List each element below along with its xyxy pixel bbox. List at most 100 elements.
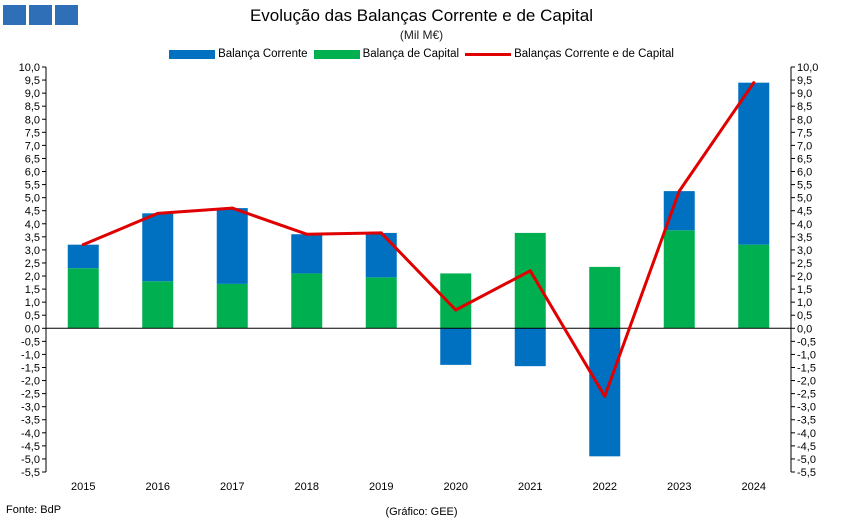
x-tick-label: 2018 <box>295 481 319 493</box>
y-tick-label-right: 2,0 <box>797 271 812 283</box>
y-tick-label-left: -2,5 <box>21 389 40 401</box>
bar-current <box>67 244 99 269</box>
y-tick-label-left: -2,0 <box>21 376 40 388</box>
y-tick-label-right: -2,5 <box>797 389 816 401</box>
y-tick-label-right: 6,5 <box>797 153 812 165</box>
y-tick-label-right: 0,0 <box>797 323 812 335</box>
y-tick-label-right: 4,5 <box>797 206 812 218</box>
line-point <box>305 232 309 236</box>
line-point <box>603 394 607 398</box>
y-tick-label-left: 7,0 <box>25 140 40 152</box>
legend-item-capital: Balança de Capital <box>313 48 460 60</box>
legend-label-current: Balança Corrente <box>218 48 308 60</box>
bar-capital <box>216 283 248 329</box>
logo <box>3 5 78 25</box>
credit-note: (Gráfico: GEE) <box>385 506 458 518</box>
y-tick-label-left: 6,5 <box>25 153 40 165</box>
y-tick-label-left: 10,0 <box>19 62 40 74</box>
bar-capital <box>589 266 621 329</box>
x-tick-label: 2023 <box>667 481 691 493</box>
chart-subtitle: (Mil M€) <box>399 28 444 42</box>
legend-item-current: Balança Corrente <box>169 48 308 60</box>
y-tick-label-left: 5,0 <box>25 193 40 205</box>
y-tick-label-right: 9,0 <box>797 88 812 100</box>
y-tick-label-left: -4,0 <box>21 428 40 440</box>
x-tick-label: 2020 <box>444 481 468 493</box>
y-tick-label-right: 1,5 <box>797 284 812 296</box>
bar-current <box>514 328 546 367</box>
y-tick-label-right: -4,0 <box>797 428 816 440</box>
x-tick-label: 2024 <box>742 481 766 493</box>
y-tick-label-left: 8,5 <box>25 101 40 113</box>
bar-current <box>365 232 397 278</box>
y-tick-label-left: 8,0 <box>25 114 40 126</box>
bar-current <box>216 208 248 284</box>
logo-block <box>29 5 52 25</box>
y-tick-label-left: 2,5 <box>25 258 40 270</box>
y-tick-label-right: -4,5 <box>797 441 816 453</box>
line-point <box>752 81 756 85</box>
y-tick-label-left: 2,0 <box>25 271 40 283</box>
y-tick-label-left: -0,5 <box>21 336 40 348</box>
logo-block <box>3 5 26 25</box>
y-tick-label-right: 6,0 <box>797 167 812 179</box>
line-point <box>230 206 234 210</box>
x-tick-label: 2015 <box>71 481 95 493</box>
y-tick-label-right: -3,0 <box>797 402 816 414</box>
y-tick-label-left: 7,5 <box>25 127 40 139</box>
y-tick-label-left: -5,0 <box>21 454 40 466</box>
legend-swatch-combined <box>465 52 512 56</box>
bar-capital <box>142 281 174 329</box>
bar-capital <box>738 244 770 329</box>
y-tick-label-right: -5,5 <box>797 467 816 479</box>
y-tick-label-right: 8,0 <box>797 114 812 126</box>
bar-capital <box>514 232 546 329</box>
y-tick-label-right: 10,0 <box>797 62 818 74</box>
y-tick-label-right: 9,5 <box>797 75 812 87</box>
bar-current <box>291 234 323 274</box>
logo-block <box>55 5 78 25</box>
y-tick-label-right: 8,5 <box>797 101 812 113</box>
y-tick-label-right: 3,5 <box>797 232 812 244</box>
line-point <box>81 243 85 247</box>
y-tick-label-left: 9,0 <box>25 88 40 100</box>
y-tick-label-right: -1,5 <box>797 362 816 374</box>
y-tick-label-right: -2,0 <box>797 376 816 388</box>
y-tick-label-left: 4,0 <box>25 219 40 231</box>
y-tick-label-right: 5,0 <box>797 193 812 205</box>
y-tick-label-left: 6,0 <box>25 167 40 179</box>
y-tick-label-right: -0,5 <box>797 336 816 348</box>
y-tick-label-left: 0,5 <box>25 310 40 322</box>
y-tick-label-left: -5,5 <box>21 467 40 479</box>
y-tick-label-left: -3,0 <box>21 402 40 414</box>
y-tick-label-left: -4,5 <box>21 441 40 453</box>
x-tick-label: 2022 <box>593 481 617 493</box>
x-tick-label: 2017 <box>220 481 244 493</box>
legend-label-combined: Balanças Corrente e de Capital <box>514 48 674 60</box>
line-point <box>677 189 681 193</box>
y-tick-label-left: 3,5 <box>25 232 40 244</box>
legend: Balança Corrente Balança de Capital Bala… <box>0 48 843 60</box>
y-tick-label-right: -1,0 <box>797 349 816 361</box>
y-tick-label-right: -3,5 <box>797 415 816 427</box>
y-tick-label-right: 7,0 <box>797 140 812 152</box>
bar-current <box>440 328 472 365</box>
y-tick-label-left: 5,5 <box>25 180 40 192</box>
y-tick-label-right: 1,0 <box>797 297 812 309</box>
y-tick-label-right: 5,5 <box>797 180 812 192</box>
line-combined <box>82 81 755 398</box>
y-tick-label-left: 9,5 <box>25 75 40 87</box>
legend-swatch-capital <box>313 49 360 59</box>
source-note: Fonte: BdP <box>6 504 62 516</box>
line-point <box>156 211 160 215</box>
y-tick-label-left: -1,5 <box>21 362 40 374</box>
bar-capital <box>67 268 99 329</box>
y-tick-label-left: -1,0 <box>21 349 40 361</box>
y-tick-label-left: 0,0 <box>25 323 40 335</box>
x-tick-label: 2021 <box>518 481 542 493</box>
legend-swatch-current <box>169 49 216 59</box>
legend-label-capital: Balança de Capital <box>362 48 460 60</box>
legend-item-combined: Balanças Corrente e de Capital <box>465 48 674 60</box>
line-point <box>454 308 458 312</box>
